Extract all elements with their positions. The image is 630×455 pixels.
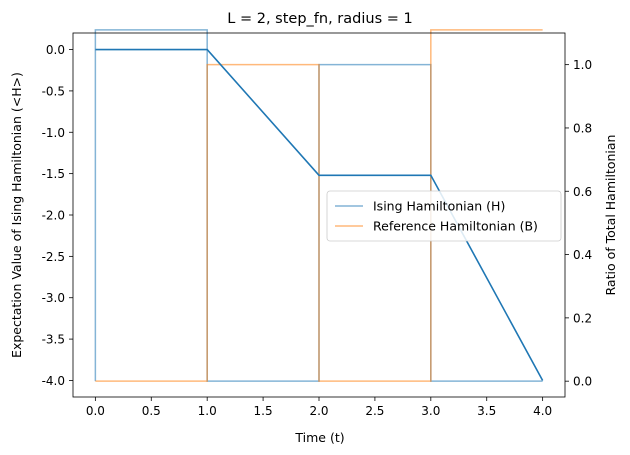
y-left-tick-label: -3.0: [42, 291, 65, 305]
legend-entry-label: Ising Hamiltonian (H): [373, 199, 505, 214]
legend-entry-label: Reference Hamiltonian (B): [373, 219, 538, 234]
expectation-series-line: [95, 48, 544, 381]
y-right-tick-label: 0.8: [573, 121, 592, 135]
y-left-tick-label: -4.0: [42, 374, 65, 388]
y-right-tick-label: 0.4: [573, 248, 592, 262]
legend-box: [326, 190, 562, 242]
x-tick-label: 3.5: [477, 404, 496, 418]
x-tick-label: 2.5: [365, 404, 384, 418]
x-tick-label: 1.5: [254, 404, 273, 418]
y-right-axis-label: Ratio of Total Hamiltonian: [603, 135, 618, 296]
x-tick-label: 0.0: [86, 404, 105, 418]
ratio-series-line-1: [95, 29, 543, 382]
x-axis-label: Time (t): [294, 430, 344, 445]
legend: Ising Hamiltonian (H) Reference Hamiltoni…: [326, 190, 562, 242]
x-tick-label: 4.0: [533, 404, 552, 418]
y-left-axis-label: Expectation Value of Ising Hamiltonian (…: [9, 72, 24, 358]
y-right-tick-label: 0.0: [573, 375, 592, 389]
x-tick-label: 0.5: [142, 404, 161, 418]
y-left-tick-label: -3.5: [42, 333, 65, 347]
x-tick-label: 2.0: [309, 404, 328, 418]
y-left-tick-label: -1.0: [42, 126, 65, 140]
y-left-tick-label: -2.5: [42, 250, 65, 264]
y-left-tick-label: -0.5: [42, 84, 65, 98]
y-left-tick-label: -2.0: [42, 209, 65, 223]
y-left-tick-label: -1.5: [42, 167, 65, 181]
y-right-tick-label: 0.2: [573, 311, 592, 325]
x-tick-label: 1.0: [198, 404, 217, 418]
plot-frame: [72, 32, 566, 398]
y-right-tick-label: 1.0: [573, 58, 592, 72]
y-right-tick-label: 0.6: [573, 185, 592, 199]
plot-area: 0.0 0.5 1.0 1.5 2.0 2.5 3.0 3.5 4.0 0.0 -0.5 -1.0 -1…: [42, 29, 592, 418]
y-left-tick-label: 0.0: [46, 43, 65, 57]
chart-title: L = 2, step_fn, radius = 1: [227, 11, 412, 27]
x-tick-label: 3.0: [421, 404, 440, 418]
